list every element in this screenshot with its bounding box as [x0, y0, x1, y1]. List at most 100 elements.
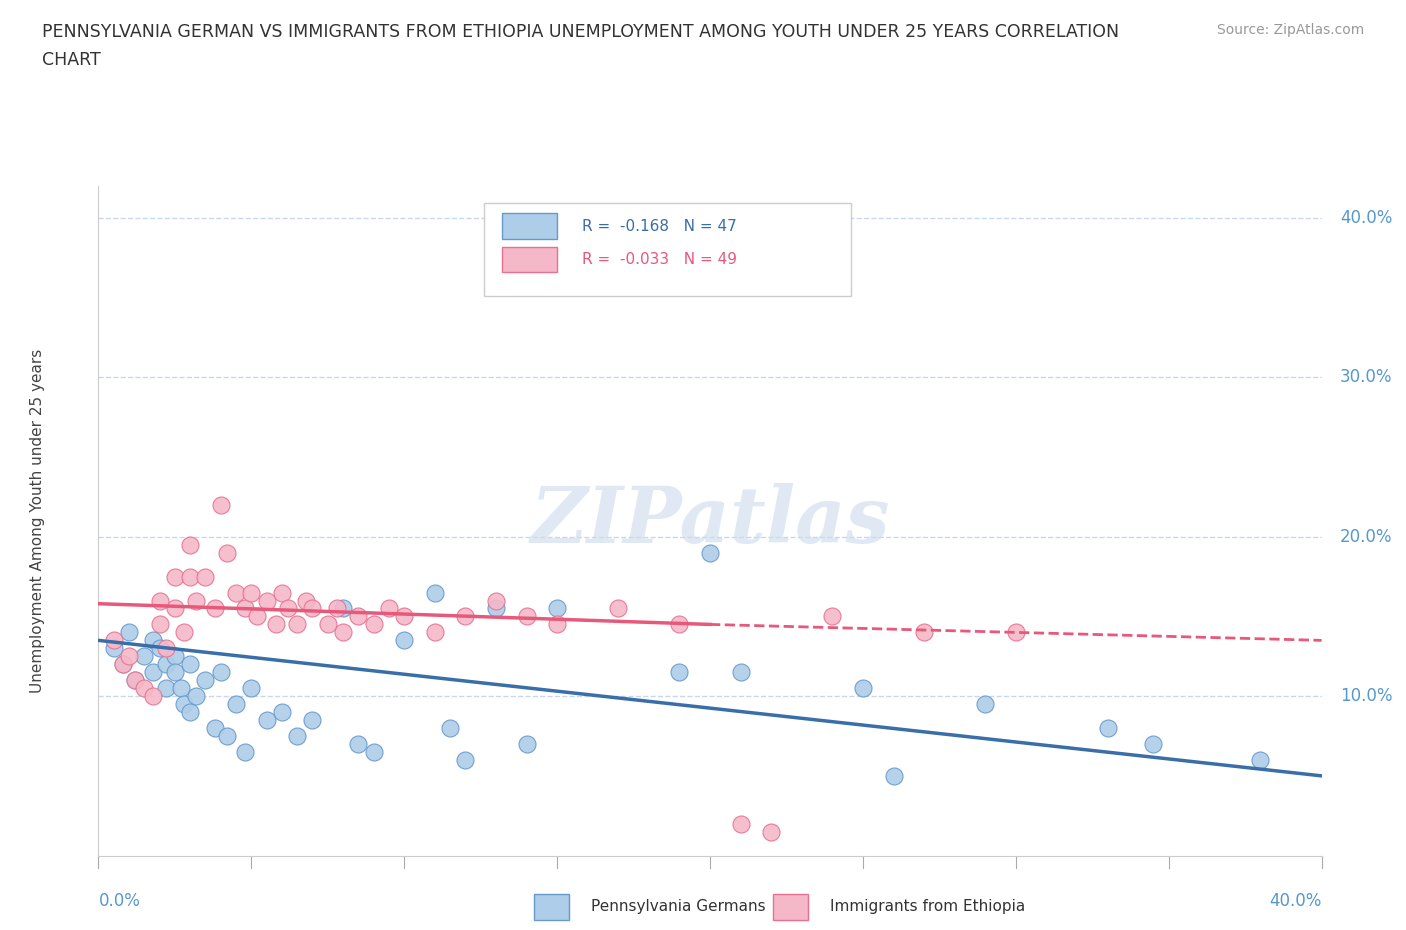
Text: CHART: CHART — [42, 51, 101, 69]
Point — [332, 601, 354, 616]
Point — [256, 712, 278, 727]
Point — [124, 672, 146, 687]
Point — [134, 681, 156, 696]
Point — [316, 617, 339, 631]
Point — [285, 617, 308, 631]
Point — [332, 625, 354, 640]
Point — [225, 585, 247, 600]
Point — [363, 617, 385, 631]
Text: 10.0%: 10.0% — [1340, 687, 1392, 705]
Point — [173, 697, 195, 711]
Point — [134, 649, 156, 664]
Point — [163, 665, 186, 680]
Point — [301, 712, 323, 727]
Point — [730, 665, 752, 680]
Point — [163, 601, 186, 616]
Point — [179, 705, 201, 720]
Point — [209, 498, 232, 512]
Point — [204, 601, 226, 616]
Text: 0.0%: 0.0% — [98, 893, 141, 910]
Point — [759, 824, 782, 839]
Point — [240, 585, 263, 600]
Point — [454, 609, 477, 624]
Point — [378, 601, 401, 616]
FancyBboxPatch shape — [502, 214, 557, 239]
Point — [485, 601, 508, 616]
Point — [974, 697, 997, 711]
Point — [301, 601, 323, 616]
Point — [270, 585, 292, 600]
Point — [1004, 625, 1026, 640]
Text: 40.0%: 40.0% — [1340, 209, 1392, 227]
Point — [163, 569, 186, 584]
Point — [118, 649, 141, 664]
Point — [118, 625, 141, 640]
Point — [194, 672, 217, 687]
Point — [142, 633, 165, 648]
Point — [485, 593, 508, 608]
Point — [233, 601, 256, 616]
Point — [149, 593, 172, 608]
Point — [246, 609, 269, 624]
Point — [883, 768, 905, 783]
Point — [821, 609, 844, 624]
Point — [439, 721, 461, 736]
Point — [392, 609, 416, 624]
Point — [215, 728, 238, 743]
Text: R =  -0.033   N = 49: R = -0.033 N = 49 — [582, 252, 737, 267]
Point — [179, 538, 201, 552]
Point — [179, 657, 201, 671]
Point — [277, 601, 299, 616]
Point — [347, 737, 370, 751]
FancyBboxPatch shape — [484, 203, 851, 297]
Point — [423, 585, 446, 600]
Point — [111, 657, 134, 671]
Point — [155, 641, 177, 656]
Point — [546, 601, 568, 616]
Point — [264, 617, 287, 631]
Point — [270, 705, 292, 720]
Point — [347, 609, 370, 624]
Point — [186, 593, 208, 608]
Point — [149, 617, 172, 631]
Point — [155, 681, 177, 696]
Text: Pennsylvania Germans: Pennsylvania Germans — [591, 899, 765, 914]
Point — [1249, 752, 1271, 767]
Point — [423, 625, 446, 640]
Text: 40.0%: 40.0% — [1270, 893, 1322, 910]
Point — [240, 681, 263, 696]
Point — [730, 817, 752, 831]
Text: 20.0%: 20.0% — [1340, 527, 1392, 546]
Point — [1097, 721, 1119, 736]
Text: Source: ZipAtlas.com: Source: ZipAtlas.com — [1216, 23, 1364, 37]
Point — [149, 641, 172, 656]
Text: Unemployment Among Youth under 25 years: Unemployment Among Youth under 25 years — [30, 349, 45, 693]
Point — [233, 745, 256, 760]
Point — [668, 665, 690, 680]
Point — [163, 649, 186, 664]
FancyBboxPatch shape — [502, 247, 557, 272]
Point — [363, 745, 385, 760]
Point — [516, 609, 538, 624]
Point — [912, 625, 935, 640]
Point — [142, 665, 165, 680]
Text: 30.0%: 30.0% — [1340, 368, 1392, 386]
Point — [326, 601, 349, 616]
Point — [209, 665, 232, 680]
Point — [111, 657, 134, 671]
Point — [546, 617, 568, 631]
Point — [699, 545, 721, 560]
Point — [668, 617, 690, 631]
Point — [103, 641, 125, 656]
Point — [179, 569, 201, 584]
Point — [215, 545, 238, 560]
Point — [256, 593, 278, 608]
Text: PENNSYLVANIA GERMAN VS IMMIGRANTS FROM ETHIOPIA UNEMPLOYMENT AMONG YOUTH UNDER 2: PENNSYLVANIA GERMAN VS IMMIGRANTS FROM E… — [42, 23, 1119, 41]
Point — [392, 633, 416, 648]
Point — [516, 737, 538, 751]
Point — [194, 569, 217, 584]
Point — [186, 689, 208, 704]
Point — [155, 657, 177, 671]
Point — [1142, 737, 1164, 751]
Text: R =  -0.168   N = 47: R = -0.168 N = 47 — [582, 219, 737, 233]
